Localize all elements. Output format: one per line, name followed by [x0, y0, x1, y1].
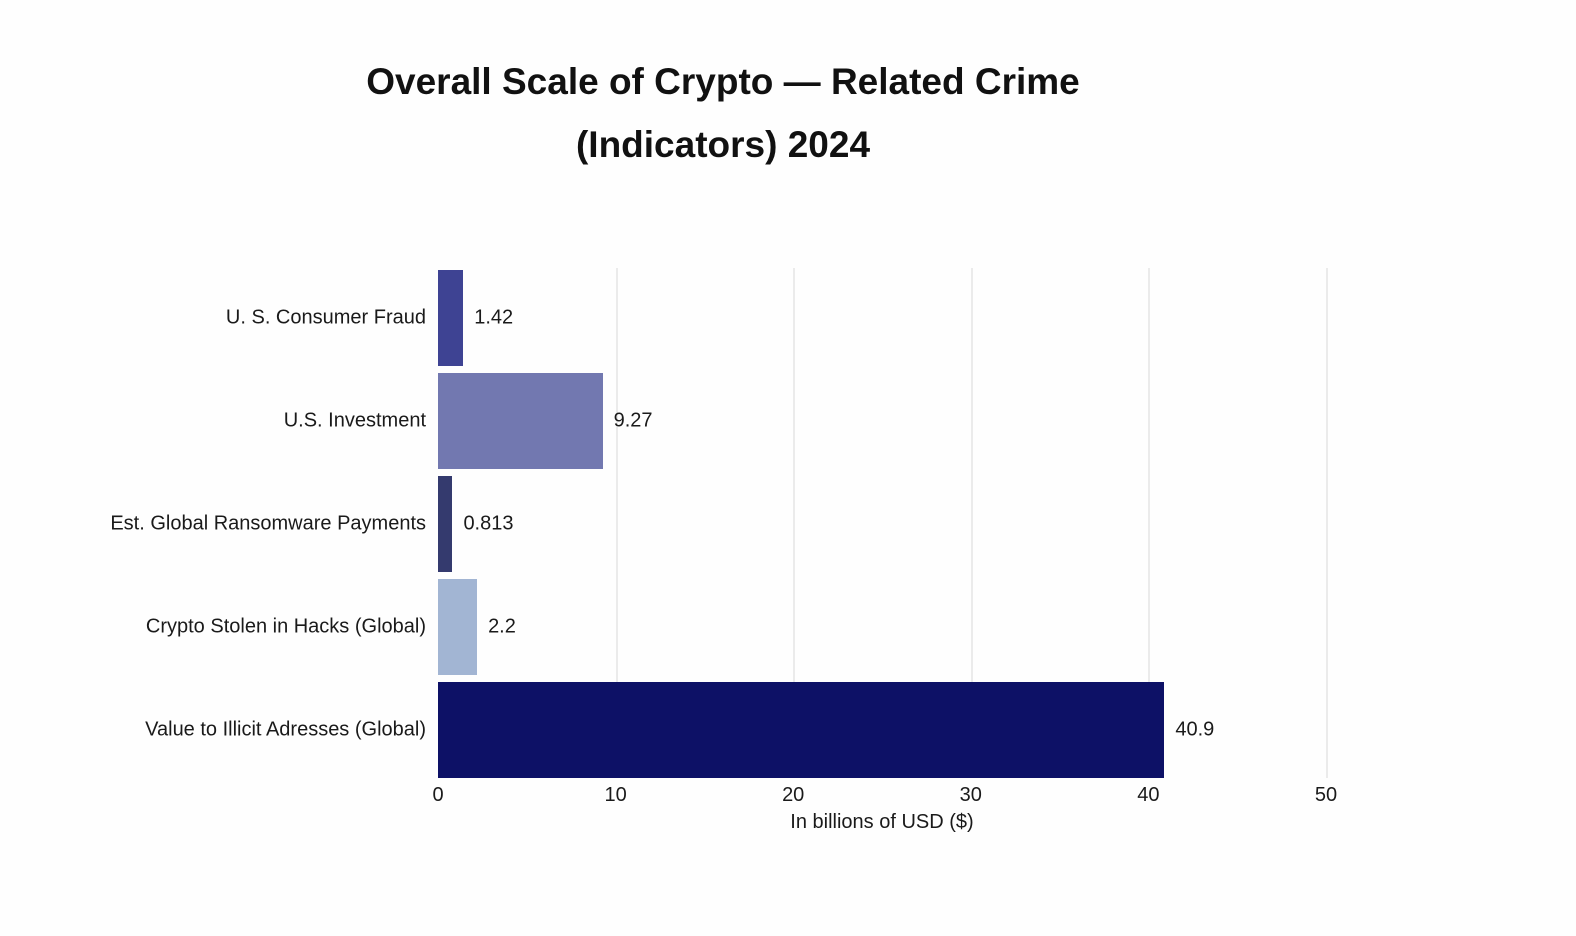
bar-value-label: 2.2	[488, 615, 516, 638]
gridline-x50	[1326, 268, 1328, 778]
chart-title: Overall Scale of Crypto — Related Crime …	[0, 50, 1446, 176]
gridline-x30	[970, 268, 973, 778]
x-axis-title: In billions of USD ($)	[790, 811, 974, 833]
bar-1	[438, 373, 603, 469]
gridline-x10	[615, 268, 618, 778]
bar-value-label: 0.813	[463, 512, 514, 535]
x-tick-label-30: 30	[959, 784, 982, 806]
bar-value-label: 9.27	[613, 409, 653, 432]
category-label: U.S. Investment	[283, 409, 426, 432]
x-tick-label-40: 40	[1137, 784, 1160, 806]
bar-value-label: 40.9	[1175, 718, 1215, 741]
category-label: Value to Illicit Adresses (Global)	[145, 718, 426, 741]
chart-title-line2: (Indicators) 2024	[575, 124, 871, 165]
x-tick-label-0: 0	[432, 784, 444, 806]
plot-area: 1.42 9.27 0.813 2.2 40.9	[438, 268, 1328, 778]
gridline-x20	[793, 268, 796, 778]
bar-4	[438, 682, 1165, 778]
bar-3	[438, 579, 478, 675]
category-label: U. S. Consumer Fraud	[225, 306, 426, 329]
bar-value-label: 1.42	[474, 306, 514, 329]
gridline-x40	[1148, 268, 1151, 778]
bar-2	[438, 476, 453, 572]
bar-0	[438, 270, 464, 366]
chart-title-line1: Overall Scale of Crypto — Related Crime	[366, 61, 1080, 102]
category-label: Est. Global Ransomware Payments	[110, 512, 426, 535]
category-label: Crypto Stolen in Hacks (Global)	[145, 615, 426, 638]
x-tick-label-10: 10	[604, 784, 627, 806]
x-tick-label-20: 20	[782, 784, 805, 806]
x-tick-label-50: 50	[1314, 784, 1338, 806]
